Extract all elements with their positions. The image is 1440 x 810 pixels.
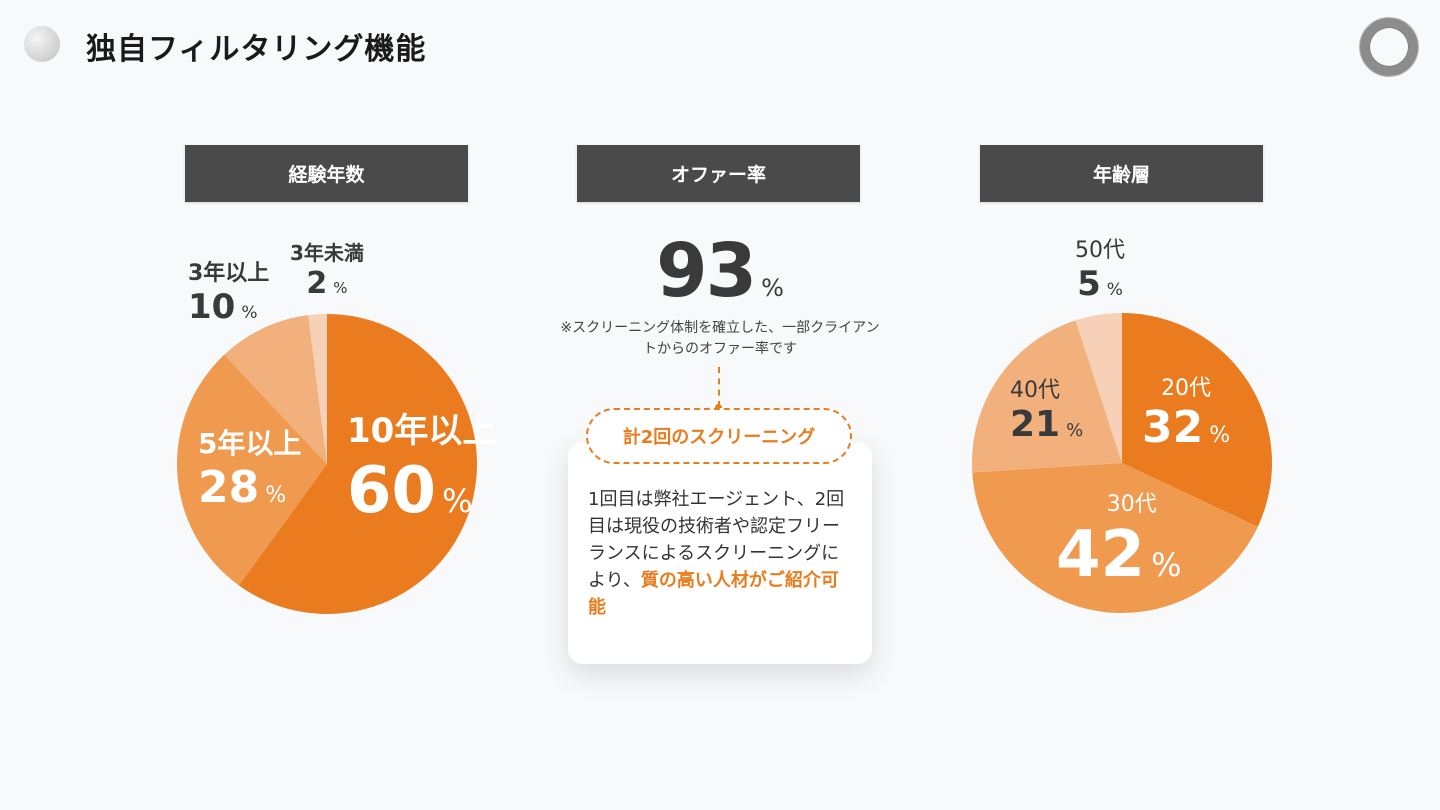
- age-label-50s: 50代 5%: [1075, 232, 1125, 304]
- age-cat-40s: 40代: [1010, 378, 1060, 403]
- exp-cat-5plus: 5年以上: [198, 427, 302, 460]
- exp-value-10plus: 60: [347, 454, 437, 528]
- offer-note: ※スクリーニング体制を確立した、一部クライアントからのオファー率です: [560, 320, 880, 357]
- age-value-20s: 32: [1142, 402, 1204, 453]
- offer-rate-value: 93: [656, 228, 757, 314]
- age-slice-3: [1075, 313, 1122, 463]
- page-title: 独自フィルタリング機能: [86, 32, 427, 67]
- age-label-30s: 30代 42%: [1056, 486, 1181, 592]
- age-cat-50s: 50代: [1075, 238, 1125, 263]
- exp-label-under3: 3年未満 2%: [290, 237, 364, 301]
- exp-value-5plus: 28: [198, 462, 260, 513]
- experience-slice-1: [177, 354, 327, 586]
- percent-symbol: %: [761, 274, 784, 302]
- ring-logo-icon: [1360, 18, 1418, 76]
- percent-symbol: %: [1209, 423, 1231, 448]
- percent-symbol: %: [1106, 280, 1123, 300]
- screening-pill: 計2回のスクリーニング: [586, 408, 852, 464]
- age-value-30s: 42: [1056, 518, 1146, 592]
- offer-rate-display: 93%: [0, 228, 1440, 314]
- exp-value-under3: 2: [306, 266, 328, 301]
- experience-slice-0: [238, 314, 478, 614]
- percent-symbol: %: [1066, 420, 1084, 441]
- screening-highlight: 質の高い人材がご紹介可能: [588, 570, 839, 618]
- exp-cat-3plus: 3年以上: [188, 261, 270, 286]
- percent-symbol: %: [442, 482, 473, 520]
- age-header: 年齢層: [980, 145, 1263, 202]
- age-slice-0: [1122, 313, 1272, 527]
- percent-symbol: %: [1151, 546, 1182, 584]
- connector-dot: [715, 404, 722, 411]
- age-slice-2: [972, 320, 1122, 473]
- age-cat-20s: 20代: [1161, 376, 1212, 401]
- age-value-50s: 5: [1077, 264, 1101, 304]
- percent-symbol: %: [241, 303, 258, 323]
- gray-circle-icon: [24, 26, 60, 62]
- experience-header: 経験年数: [185, 145, 468, 202]
- exp-value-3plus: 10: [188, 287, 236, 327]
- experience-slice-3: [308, 314, 327, 464]
- offer-rate-header: オファー率: [577, 145, 860, 202]
- percent-symbol: %: [333, 279, 348, 297]
- exp-cat-10plus: 10年以上: [347, 411, 497, 451]
- age-slice-1: [972, 463, 1258, 613]
- percent-symbol: %: [265, 483, 287, 508]
- experience-slice-2: [224, 315, 327, 464]
- age-label-40s: 40代 21%: [1010, 372, 1083, 445]
- connector-line: [718, 367, 720, 407]
- screening-text: 1回目は弊社エージェント、2回目は現役の技術者や認定フリーランスによるスクリーニ…: [588, 489, 845, 591]
- age-pie-chart: [972, 313, 1272, 613]
- age-value-40s: 21: [1010, 404, 1061, 445]
- screening-description: 1回目は弊社エージェント、2回目は現役の技術者や認定フリーランスによるスクリーニ…: [588, 486, 854, 621]
- experience-pie-chart: [177, 314, 478, 614]
- age-label-20s: 20代 32%: [1142, 370, 1230, 453]
- exp-cat-under3: 3年未満: [290, 241, 364, 265]
- exp-label-3plus: 3年以上 10%: [188, 255, 269, 327]
- age-cat-30s: 30代: [1106, 492, 1157, 517]
- exp-label-10plus: 10年以上 60%: [347, 403, 496, 528]
- screening-card: 1回目は弊社エージェント、2回目は現役の技術者や認定フリーランスによるスクリーニ…: [568, 442, 872, 664]
- exp-label-5plus: 5年以上 28%: [198, 422, 301, 513]
